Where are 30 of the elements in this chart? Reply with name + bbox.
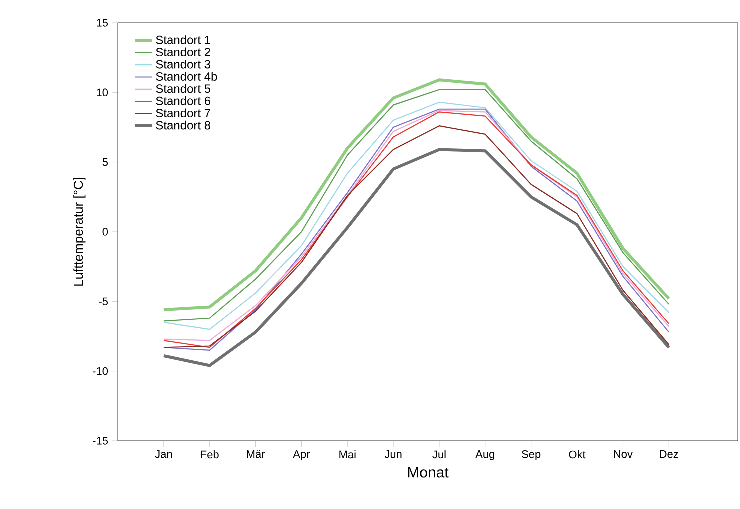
x-tick-label: Mai (340, 450, 356, 459)
x-tick-label: Sep (522, 450, 541, 460)
legend-label: Standort 3 (156, 60, 211, 69)
y-tick-label: -15 (93, 437, 108, 445)
y-tick-label: -5 (99, 298, 108, 306)
legend-label: Standort 5 (156, 84, 211, 94)
x-tick-label: Apr (293, 450, 310, 460)
x-tick-label: Jun (384, 450, 402, 458)
y-tick-label: 5 (102, 158, 108, 166)
y-tick-label: 10 (97, 88, 108, 97)
legend-label: Standort 4b (156, 72, 218, 81)
y-tick-label: -10 (93, 367, 108, 376)
y-axis-title: Lufttemperatur [°C] (74, 178, 86, 286)
legend-label: Standort 6 (156, 96, 211, 106)
x-tick-label: Nov (614, 450, 633, 458)
y-tick-label: 15 (97, 19, 108, 27)
x-tick-label: Jul (432, 450, 446, 459)
legend-label: Standort 8 (156, 120, 211, 130)
line-series (162, 148, 671, 368)
legend-label: Standort 1 (156, 36, 210, 44)
legend-label: Standort 7 (156, 108, 210, 118)
x-tick-label: Feb (201, 450, 219, 459)
x-tick-label: Dez (660, 450, 678, 458)
legend-label: Standort 2 (156, 48, 210, 57)
x-axis-title: Monat (408, 467, 449, 478)
x-tick-label: Jan (155, 450, 172, 458)
x-tick-label: Mär (247, 450, 266, 458)
x-tick-label: Okt (569, 450, 586, 459)
y-tick-label: 0 (102, 228, 108, 236)
x-tick-label: Aug (476, 450, 494, 460)
